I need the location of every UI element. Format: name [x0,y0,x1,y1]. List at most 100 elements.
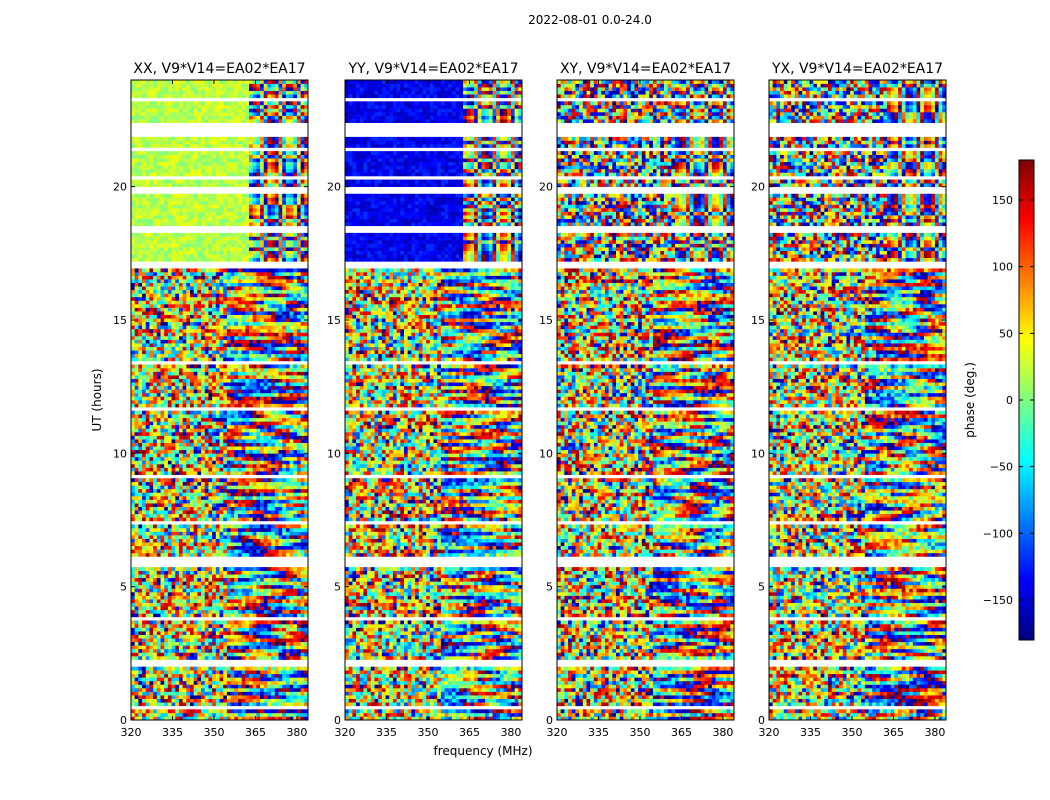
heatmap-cell [223,535,228,539]
heatmap-cell [293,712,298,717]
heatmap-cell [271,631,276,635]
heatmap-cell [201,467,206,472]
heatmap-cell [237,492,242,497]
heatmap-cell [241,712,246,717]
heatmap-cell [160,712,165,717]
heatmap-cell [274,567,279,571]
heatmap-cell [256,464,261,468]
heatmap-cell [296,481,301,486]
heatmap-cell [175,357,180,362]
heatmap-cell [293,524,298,529]
heatmap-cell [164,684,169,689]
heatmap-cell [149,346,154,351]
heatmap-cell [182,680,187,685]
heatmap-cell [263,613,268,618]
heatmap-cell [260,364,265,369]
heatmap-cell [293,439,298,443]
heatmap-cell [164,446,169,451]
heatmap-cell [164,528,169,532]
heatmap-cell [178,421,183,426]
heatmap-cell [131,343,135,347]
heatmap-cell [197,478,202,483]
heatmap-cell [296,513,301,518]
heatmap-cell [175,382,180,387]
heatmap-cell [201,538,206,543]
heatmap-cell [285,442,290,447]
heatmap-cell [197,517,202,522]
heatmap-cell [153,392,158,397]
heatmap-cell [267,634,272,639]
heatmap-cell [289,325,294,330]
heatmap-cell [208,353,213,358]
heatmap-cell [142,368,147,372]
heatmap-cell [134,478,139,483]
heatmap-cell [274,606,279,611]
heatmap-cell [282,311,287,315]
heatmap-cell [256,456,261,461]
heatmap-cell [178,424,183,429]
heatmap-cell [285,656,290,660]
heatmap-cell [256,336,261,340]
heatmap-cell [256,645,261,650]
heatmap-cell [193,339,198,344]
heatmap-cell [293,677,298,682]
heatmap-cell [234,602,239,607]
heatmap-cell [193,371,198,376]
heatmap-cell [267,645,272,650]
heatmap-cell [296,428,301,433]
heatmap-cell [204,400,209,404]
heatmap-cell [190,478,194,483]
heatmap-cell [230,403,235,408]
heatmap-cell [267,538,272,543]
heatmap-cell [204,513,209,518]
heatmap-cell [226,677,231,682]
heatmap-cell [245,673,250,678]
heatmap-cell [230,609,235,614]
heatmap-cell [190,599,194,603]
heatmap-cell [293,353,298,358]
heatmap-cell [252,695,257,699]
heatmap-cell [263,592,268,596]
heatmap-cell [241,670,246,675]
heatmap-cell [241,481,246,486]
heatmap-cell [131,481,135,486]
heatmap-cell [234,709,239,714]
heatmap-cell [212,503,217,507]
heatmap-cell [304,371,309,376]
heatmap-cell [186,442,191,447]
heatmap-cell [274,552,279,557]
heatmap-cell [234,325,239,330]
heatmap-cell [149,638,154,643]
heatmap-cell [131,478,135,483]
heatmap-cell [186,467,191,472]
heatmap-cell [131,364,135,369]
heatmap-cell [171,624,176,628]
heatmap-cell [193,624,198,628]
heatmap-cell [131,570,135,575]
heatmap-cell [278,496,283,500]
heatmap-cell [252,503,257,507]
heatmap-cell [274,321,279,326]
heatmap-cell [234,442,239,447]
heatmap-cell [149,378,154,383]
heatmap-cell [167,328,172,333]
heatmap-cell [215,403,220,408]
heatmap-cell [197,634,202,639]
heatmap-cell [230,460,235,465]
heatmap-cell [226,595,231,600]
heatmap-cell [160,656,165,660]
heatmap-cell [156,464,161,468]
heatmap-cell [204,321,209,326]
heatmap-cell [201,385,206,390]
heatmap-cell [219,464,224,468]
heatmap-cell [249,510,253,515]
heatmap-cell [208,471,213,475]
heatmap-cell [138,471,143,475]
heatmap-cell [293,414,298,419]
heatmap-cell [167,577,172,582]
heatmap-cell [245,460,250,465]
heatmap-cell [256,496,261,500]
heatmap-cell [278,638,283,643]
heatmap-cell [134,346,139,351]
heatmap-cell [300,336,305,340]
